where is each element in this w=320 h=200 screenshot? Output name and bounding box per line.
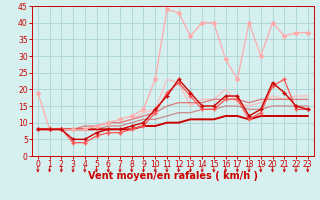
X-axis label: Vent moyen/en rafales ( km/h ): Vent moyen/en rafales ( km/h ) [88, 171, 258, 181]
